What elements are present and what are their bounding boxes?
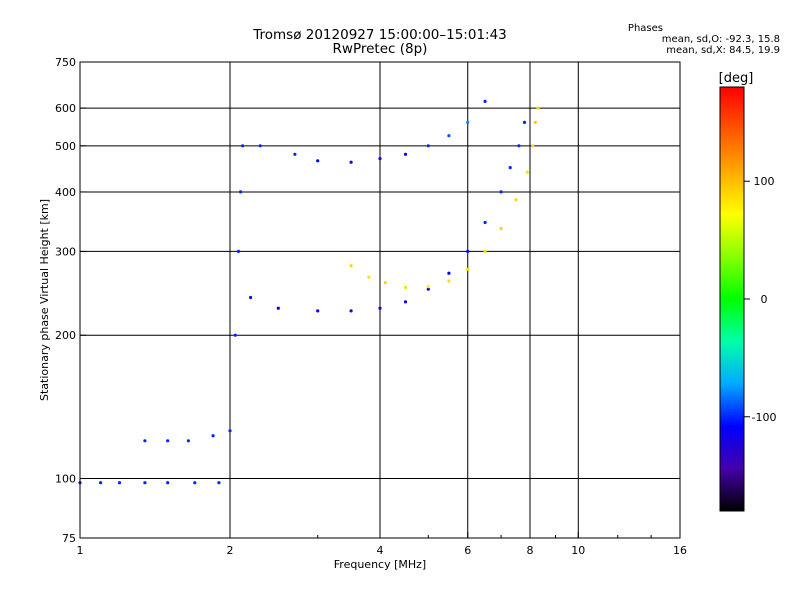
trace-2-point-5: [403, 300, 408, 304]
x-axis-ticks: 1 2 4 6 8 10 16: [77, 532, 687, 557]
trace-1-point-1: [166, 439, 170, 443]
trace-1-point-2: [186, 439, 190, 443]
trace-0-point-2: [117, 481, 122, 485]
trace-0-point-6: [217, 481, 221, 485]
legend: Phases mean, sd,O: -92.3, 15.8 mean, sd,…: [628, 23, 780, 56]
trace-0-point-5: [193, 481, 197, 485]
trace-1-point-5: [233, 333, 237, 337]
legend-line-o: mean, sd,O: -92.3, 15.8: [662, 34, 780, 45]
colorbar-tick-label-2: -100: [752, 411, 777, 424]
trace-4-point-6: [466, 267, 470, 271]
trace-3-point-5: [403, 152, 408, 156]
trace-2-point-4: [378, 306, 382, 310]
trace-3-point-1: [293, 152, 297, 156]
trace-3-point-6: [426, 144, 430, 148]
trace-1-point-6: [236, 249, 241, 253]
trace-4-point-10: [525, 170, 529, 174]
colorbar: [deg] 100 0 -100: [719, 71, 776, 512]
trace-3-point-4: [378, 157, 382, 161]
trace-2-point-6: [426, 287, 430, 291]
trace-2-point-0: [249, 295, 253, 300]
y-tick-label-1: 100: [55, 473, 76, 486]
y-tick-label-4: 400: [55, 186, 76, 199]
x-tick-label-2: 4: [377, 544, 384, 557]
colorbar-label: [deg]: [719, 71, 754, 86]
trace-4-point-2: [383, 281, 387, 285]
trace-0-point-1: [99, 481, 103, 485]
trace-3-point-3: [349, 160, 353, 164]
trace-2-point-11: [508, 166, 512, 170]
colorbar-gradient: [719, 86, 745, 512]
trace-4-point-13: [536, 106, 540, 110]
trace-4-point-4: [426, 285, 430, 289]
colorbar-ticks: 100 0 -100: [744, 175, 776, 424]
colorbar-tick-label-1: 0: [761, 293, 768, 306]
trace-4-point-9: [514, 198, 518, 202]
x-tick-label-3: 6: [464, 544, 471, 557]
trace-2-point-10: [499, 190, 503, 194]
x-tick-label-5: 10: [571, 544, 585, 557]
y-tick-label-0: 75: [62, 532, 76, 545]
trace-2-point-12: [517, 144, 521, 148]
trace-1-point-3: [211, 434, 215, 438]
trace-3-point-0: [258, 144, 262, 148]
trace-4-point-5: [447, 279, 451, 283]
y-tick-label-2: 200: [55, 329, 76, 342]
y-axis-label: Stationary phase Virtual Height [km]: [38, 199, 51, 401]
y-tick-label-6: 600: [55, 102, 76, 115]
x-tick-label-0: 1: [77, 544, 84, 557]
trace-1-point-0: [143, 439, 147, 443]
chart-subtitle: RwPretec (8p): [333, 41, 428, 57]
trace-4-point-0: [349, 264, 353, 268]
trace-4-point-1: [367, 275, 371, 279]
y-axis-ticks: 75 100 200 300 400 500 600 750: [55, 56, 86, 545]
chart-title: Tromsø 20120927 15:00:00–15:01:43: [252, 27, 507, 43]
trace-4-point-7: [483, 249, 487, 253]
trace-3-point-8: [466, 120, 470, 124]
x-tick-label-4: 8: [527, 544, 534, 557]
colorbar-tick-label-0: 100: [754, 175, 775, 188]
grid-lines: [80, 62, 680, 538]
trace-4-point-12: [533, 120, 537, 124]
trace-1-point-4: [228, 429, 232, 433]
trace-0-point-3: [143, 481, 147, 485]
trace-2-point-7: [447, 271, 451, 275]
x-axis-label: Frequency [MHz]: [334, 558, 426, 571]
trace-4-point-3: [403, 285, 408, 290]
x-tick-label-6: 16: [673, 544, 687, 557]
trace-3-point-9: [483, 99, 487, 103]
trace-3-point-7: [447, 134, 451, 138]
trace-2-point-3: [349, 309, 353, 313]
trace-3-point-2: [316, 159, 320, 163]
legend-title: Phases: [628, 23, 663, 34]
x-tick-label-1: 2: [227, 544, 234, 557]
trace-2-point-8: [466, 249, 470, 253]
trace-4-point-8: [499, 227, 503, 231]
data-points: [78, 99, 540, 485]
trace-0-point-4: [166, 481, 170, 485]
trace-4-point-11: [531, 144, 535, 148]
legend-line-x: mean, sd,X: 84.5, 19.9: [666, 45, 780, 56]
y-tick-label-3: 300: [55, 245, 76, 258]
y-tick-label-7: 750: [55, 56, 76, 69]
trace-1-point-8: [241, 144, 245, 148]
trace-1-point-7: [239, 190, 243, 194]
trace-2-point-13: [522, 120, 527, 124]
trace-2-point-9: [483, 220, 487, 225]
trace-2-point-2: [316, 309, 320, 313]
y-tick-label-5: 500: [55, 140, 76, 153]
trace-2-point-1: [276, 306, 280, 310]
